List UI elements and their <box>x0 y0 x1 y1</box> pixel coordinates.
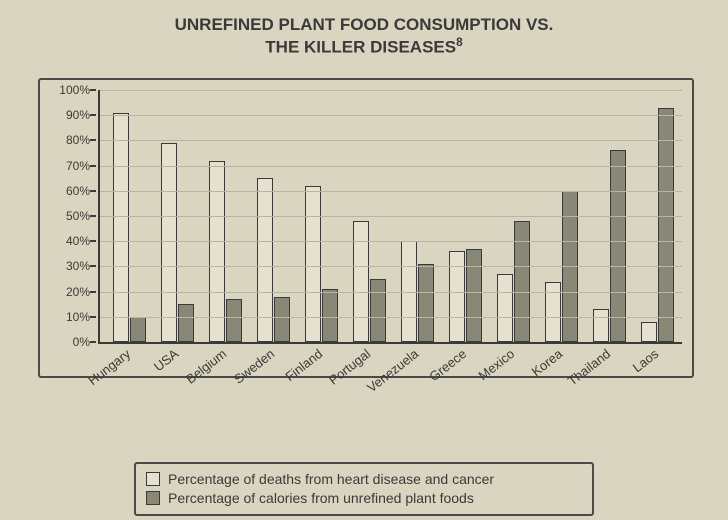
bar-deaths <box>545 282 561 342</box>
bar-deaths <box>113 113 129 342</box>
gridline <box>100 241 682 242</box>
y-tick-label: 0% <box>73 335 94 349</box>
plot-area: 0%10%20%30%40%50%60%70%80%90%100% <box>98 90 682 344</box>
y-tick-label: 10% <box>66 310 94 324</box>
bar-calories <box>322 289 338 342</box>
legend-label-calories: Percentage of calories from unrefined pl… <box>168 489 474 508</box>
y-tick-label: 30% <box>66 259 94 273</box>
bar-calories <box>178 304 194 342</box>
x-label: USA <box>151 346 181 374</box>
chart-title-superscript: 8 <box>456 35 463 49</box>
plot-frame: 0%10%20%30%40%50%60%70%80%90%100% Hungar… <box>38 78 694 378</box>
y-tick-label: 100% <box>59 83 94 97</box>
gridline <box>100 216 682 217</box>
x-axis-labels: HungaryUSABelgiumSwedenFinlandPortugalVe… <box>98 344 680 374</box>
bar-deaths <box>161 143 177 342</box>
legend-swatch-dark <box>146 491 160 505</box>
bar-calories <box>658 108 674 342</box>
x-label: Finland <box>282 346 325 384</box>
x-label: Korea <box>528 346 565 379</box>
gridline <box>100 90 682 91</box>
x-label: Mexico <box>475 346 517 383</box>
gridline <box>100 317 682 318</box>
gridline <box>100 292 682 293</box>
bar-deaths <box>353 221 369 342</box>
bar-calories <box>130 317 146 342</box>
chart-title: UNREFINED PLANT FOOD CONSUMPTION VS. THE… <box>0 14 728 58</box>
gridline <box>100 166 682 167</box>
bar-deaths <box>449 251 465 342</box>
x-label: Sweden <box>231 346 277 387</box>
y-tick-label: 60% <box>66 184 94 198</box>
bar-calories <box>418 264 434 342</box>
x-label: Venezuela <box>364 346 421 395</box>
y-tick-label: 20% <box>66 285 94 299</box>
legend: Percentage of deaths from heart disease … <box>134 462 594 516</box>
y-tick-label: 70% <box>66 159 94 173</box>
legend-swatch-light <box>146 472 160 486</box>
y-tick-label: 50% <box>66 209 94 223</box>
legend-row-deaths: Percentage of deaths from heart disease … <box>146 470 582 489</box>
x-label: Belgium <box>183 346 229 387</box>
y-tick-label: 90% <box>66 108 94 122</box>
y-tick-label: 80% <box>66 133 94 147</box>
bar-calories <box>514 221 530 342</box>
bar-calories <box>226 299 242 342</box>
gridline <box>100 140 682 141</box>
bar-calories <box>274 297 290 342</box>
bar-deaths <box>209 161 225 342</box>
bar-deaths <box>305 186 321 342</box>
chart-title-line1: UNREFINED PLANT FOOD CONSUMPTION VS. <box>175 15 554 34</box>
bar-deaths <box>497 274 513 342</box>
legend-label-deaths: Percentage of deaths from heart disease … <box>168 470 494 489</box>
chart-container: UNREFINED PLANT FOOD CONSUMPTION VS. THE… <box>0 0 728 520</box>
bar-deaths <box>641 322 657 342</box>
y-tick-label: 40% <box>66 234 94 248</box>
x-label: Hungary <box>85 346 133 388</box>
x-label: Greece <box>426 346 469 384</box>
x-label: Laos <box>629 346 660 375</box>
x-label: Thailand <box>564 346 613 389</box>
gridline <box>100 266 682 267</box>
chart-title-line2: THE KILLER DISEASES <box>265 38 456 57</box>
legend-row-calories: Percentage of calories from unrefined pl… <box>146 489 582 508</box>
bar-calories <box>610 150 626 342</box>
bar-calories <box>370 279 386 342</box>
gridline <box>100 191 682 192</box>
bar-calories <box>466 249 482 342</box>
gridline <box>100 115 682 116</box>
bar-deaths <box>593 309 609 342</box>
